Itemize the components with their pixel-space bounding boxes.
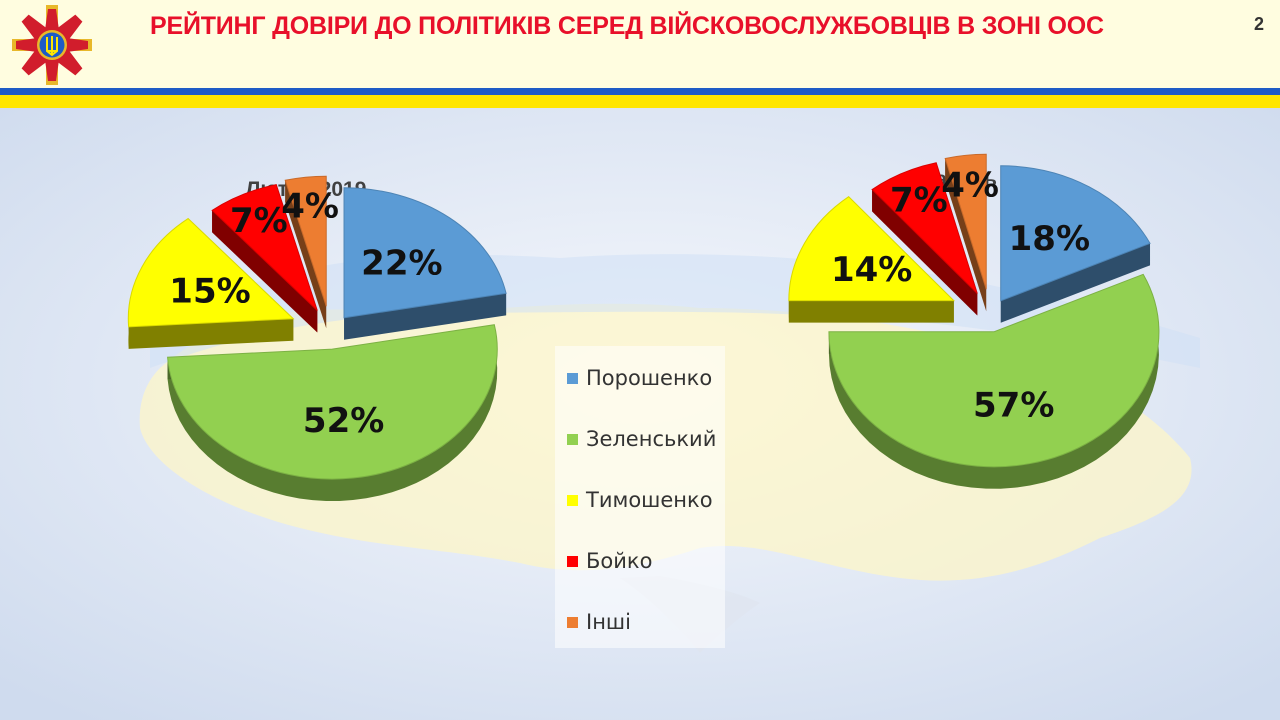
data-label: 52% xyxy=(303,401,384,441)
legend-label: Порошенко xyxy=(586,366,713,390)
legend-swatch xyxy=(567,372,578,384)
legend-item: Бойко xyxy=(567,549,652,573)
legend-swatch xyxy=(567,616,578,628)
slide-number: 2 xyxy=(1253,14,1264,34)
legend-item: Тимошенко xyxy=(567,488,713,512)
armed-forces-emblem-icon xyxy=(12,5,92,85)
legend-item: Інші xyxy=(567,610,631,634)
legend-swatch xyxy=(567,433,578,445)
pie-slice xyxy=(1000,165,1151,323)
data-label: 57% xyxy=(973,385,1054,425)
legend-item: Зеленський xyxy=(567,427,716,451)
data-label: 14% xyxy=(831,250,912,290)
legend-label: Зеленський xyxy=(586,427,717,451)
pie-slice xyxy=(944,153,987,312)
chart-legend: Порошенко Зеленський Тимошенко Бойко Інші xyxy=(555,346,725,648)
pie-slice xyxy=(211,184,318,333)
legend-swatch xyxy=(567,494,578,506)
legend-item: Порошенко xyxy=(567,366,712,390)
pie-slice xyxy=(127,217,295,349)
data-label: 18% xyxy=(1009,219,1090,259)
data-label: 4% xyxy=(281,187,339,227)
data-label: 22% xyxy=(361,244,442,284)
pie-slice xyxy=(871,162,978,316)
legend-label: Тимошенко xyxy=(586,488,713,512)
legend-label: Інші xyxy=(586,610,631,634)
yellow-stripe xyxy=(0,95,1280,108)
pie-slice xyxy=(167,324,498,501)
data-label: 7% xyxy=(230,201,288,241)
data-label: 7% xyxy=(890,181,948,221)
pie-slice xyxy=(788,196,956,323)
pie-slice xyxy=(343,187,507,340)
legend-swatch xyxy=(567,555,578,567)
page-title: РЕЙТИНГ ДОВІРИ ДО ПОЛІТИКІВ СЕРЕД ВІЙСКО… xyxy=(150,12,1104,40)
pie-chart: Травень 201918%57%14%7%4% xyxy=(788,153,1160,489)
pie-slice xyxy=(828,273,1160,489)
data-label: 4% xyxy=(941,166,999,206)
pie-slice xyxy=(284,175,327,329)
slide-header: РЕЙТИНГ ДОВІРИ ДО ПОЛІТИКІВ СЕРЕД ВІЙСКО… xyxy=(0,0,1280,88)
blue-stripe xyxy=(0,88,1280,95)
legend-label: Бойко xyxy=(586,549,653,573)
data-label: 15% xyxy=(169,271,250,311)
